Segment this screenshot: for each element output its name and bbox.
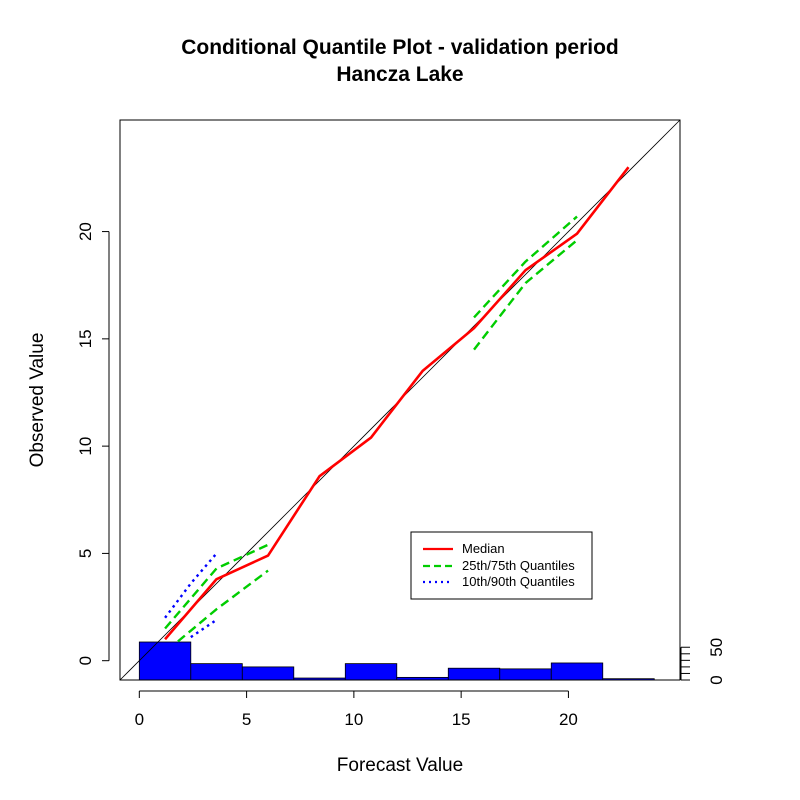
histogram-count-axis: 0 50 (680, 638, 726, 685)
series-line-dotted-0 (164, 552, 218, 619)
series-line-dashed-2 (473, 215, 578, 319)
legend-box (410, 531, 593, 600)
series-line-dashed-3 (473, 239, 578, 351)
plot-area-frame (119, 119, 681, 681)
chart-title: Conditional Quantile Plot - validation p… (181, 36, 619, 59)
x-tick-label: 5 (242, 710, 251, 729)
series-line-dashed-0 (164, 543, 269, 630)
histogram-bar (499, 668, 552, 681)
y-tick-label: 10 (76, 437, 95, 456)
histogram-bar (344, 663, 398, 681)
legend-label-median: Median (462, 541, 505, 556)
y-tick-label: 5 (76, 549, 95, 558)
y-axis-label: Observed Value (27, 333, 48, 468)
y-tick-label: 15 (76, 329, 95, 348)
count-tick-label: 0 (707, 675, 726, 684)
histogram-bar (138, 641, 192, 681)
series-line-dotted-1 (190, 618, 218, 639)
y-tick-label: 0 (76, 656, 95, 665)
count-tick-label: 50 (707, 638, 726, 657)
chart-subtitle: Hancza Lake (336, 63, 463, 86)
x-axis: 0 5 10 15 20 (135, 690, 578, 729)
histogram-bar (190, 663, 243, 681)
x-tick-label: 0 (135, 710, 144, 729)
legend: Median 25th/75th Quantiles 10th/90th Qua… (410, 531, 593, 600)
series-line-solid-0 (164, 166, 630, 641)
series-line-dashed-1 (177, 569, 269, 643)
y-axis: 0 5 10 15 20 (76, 222, 110, 665)
x-tick-label: 15 (452, 710, 471, 729)
legend-label-25-75: 25th/75th Quantiles (462, 558, 575, 573)
histogram (138, 641, 655, 681)
series-layer (164, 166, 630, 643)
histogram-bar (241, 666, 295, 681)
y-tick-label: 20 (76, 222, 95, 241)
x-axis-label: Forecast Value (337, 755, 463, 776)
legend-label-10-90: 10th/90th Quantiles (462, 574, 575, 589)
histogram-bar (550, 662, 604, 681)
histogram-bar (447, 667, 501, 681)
x-tick-label: 20 (559, 710, 578, 729)
x-tick-label: 10 (344, 710, 363, 729)
